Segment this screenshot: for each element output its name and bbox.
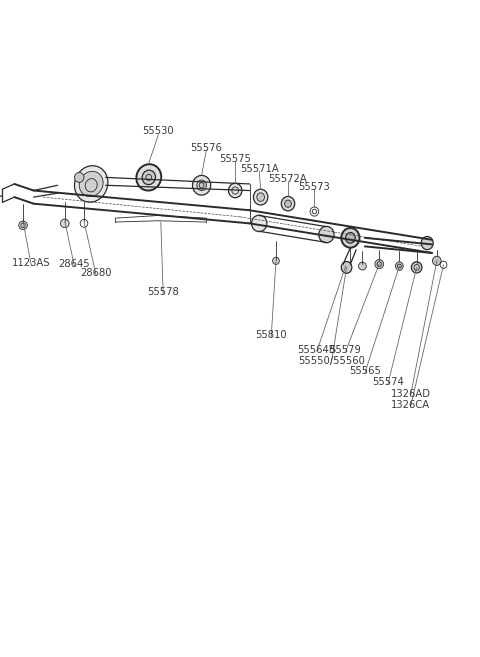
Ellipse shape xyxy=(346,233,355,243)
Text: 55810: 55810 xyxy=(255,330,287,340)
Text: 28645: 28645 xyxy=(59,259,90,269)
Ellipse shape xyxy=(375,260,384,269)
Ellipse shape xyxy=(285,200,291,208)
Ellipse shape xyxy=(252,215,267,232)
Text: 55575: 55575 xyxy=(219,154,251,164)
Ellipse shape xyxy=(74,166,108,202)
Ellipse shape xyxy=(273,258,279,265)
Ellipse shape xyxy=(228,183,242,198)
Text: 55579: 55579 xyxy=(330,344,361,355)
Ellipse shape xyxy=(396,262,403,271)
Text: 55530: 55530 xyxy=(143,126,174,137)
Ellipse shape xyxy=(136,164,161,191)
Text: 1326CA: 1326CA xyxy=(391,400,430,411)
Text: 28680: 28680 xyxy=(80,267,112,278)
Ellipse shape xyxy=(19,221,27,230)
Ellipse shape xyxy=(257,193,264,202)
Text: 55574: 55574 xyxy=(372,377,404,388)
Text: 55578: 55578 xyxy=(147,287,179,298)
Text: 1326AD: 1326AD xyxy=(390,389,431,399)
Ellipse shape xyxy=(74,172,84,183)
Text: 55550/55560: 55550/55560 xyxy=(298,356,365,367)
Ellipse shape xyxy=(79,171,103,196)
Ellipse shape xyxy=(197,180,206,191)
Text: 55576: 55576 xyxy=(191,143,222,153)
Ellipse shape xyxy=(411,262,422,273)
Ellipse shape xyxy=(341,228,360,248)
Ellipse shape xyxy=(319,226,334,242)
Ellipse shape xyxy=(253,189,268,205)
Ellipse shape xyxy=(142,170,156,185)
Ellipse shape xyxy=(281,196,295,211)
Text: 55565: 55565 xyxy=(349,366,381,376)
Ellipse shape xyxy=(192,175,211,195)
Ellipse shape xyxy=(432,256,441,265)
Ellipse shape xyxy=(341,261,352,273)
Text: 1123AS: 1123AS xyxy=(12,258,50,268)
Ellipse shape xyxy=(421,237,433,250)
Ellipse shape xyxy=(359,262,366,270)
Ellipse shape xyxy=(60,219,69,228)
Text: 55573: 55573 xyxy=(299,182,330,193)
Text: 55572A: 55572A xyxy=(269,173,307,184)
Text: 55571A: 55571A xyxy=(240,164,278,174)
Text: 55564B: 55564B xyxy=(298,344,336,355)
